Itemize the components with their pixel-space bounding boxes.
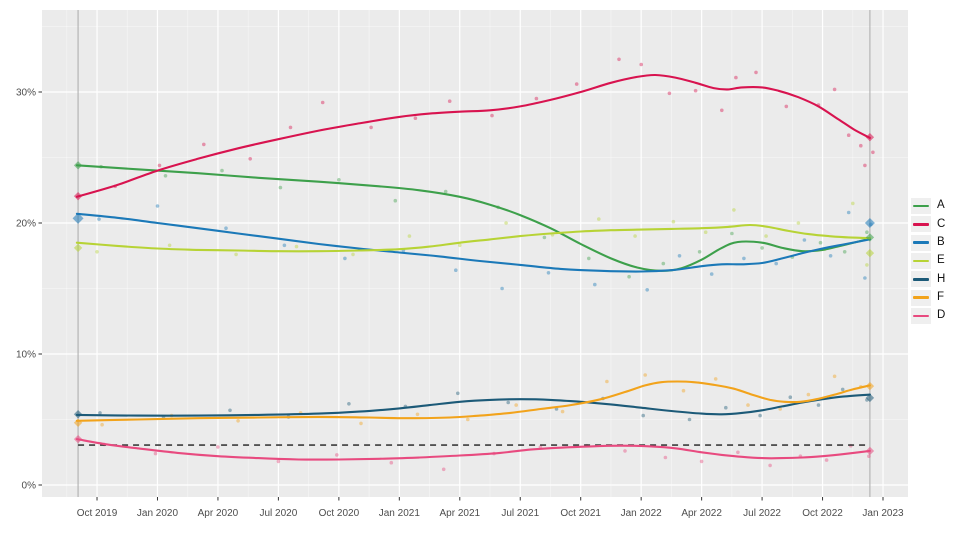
legend-key-swatch bbox=[911, 198, 931, 215]
legend-label: B bbox=[937, 235, 945, 248]
legend-line-icon bbox=[913, 204, 929, 208]
legend-item-A: A bbox=[911, 197, 959, 215]
x-tick-label: Oct 2020 bbox=[319, 508, 360, 519]
series-points-F bbox=[100, 373, 863, 427]
legend-line-icon bbox=[913, 259, 929, 263]
series-points-B bbox=[97, 204, 873, 292]
legend-item-B: B bbox=[911, 234, 959, 252]
legend-key-swatch bbox=[911, 289, 931, 306]
series-line-A bbox=[75, 164, 871, 272]
legend-key-swatch bbox=[911, 253, 931, 270]
x-tick-label: Apr 2020 bbox=[198, 508, 239, 519]
x-tick-label: Oct 2019 bbox=[77, 508, 118, 519]
legend-item-H: H bbox=[911, 270, 959, 288]
legend-key-swatch bbox=[911, 307, 931, 324]
series-line-E bbox=[75, 223, 871, 253]
panel-background bbox=[42, 10, 908, 497]
series-line-C bbox=[75, 73, 871, 198]
grid-minor bbox=[42, 10, 908, 497]
legend-item-F: F bbox=[911, 288, 959, 306]
x-tick-label: Jul 2022 bbox=[743, 508, 781, 519]
legend-line-icon bbox=[913, 241, 929, 245]
legend-item-C: C bbox=[911, 215, 959, 233]
legend-label: A bbox=[937, 199, 945, 212]
y-tick-label: 0% bbox=[22, 481, 37, 492]
y-tick-label: 20% bbox=[16, 219, 36, 230]
legend-key-swatch bbox=[911, 234, 931, 251]
axes: Oct 2019 Jan 2020 Apr 2020 Jul 2020 Oct 2020… bbox=[16, 88, 904, 520]
y-tick-label: 30% bbox=[16, 88, 36, 99]
x-tick-label: Oct 2022 bbox=[802, 508, 843, 519]
legend-label: F bbox=[937, 290, 945, 303]
legend-line-icon bbox=[913, 278, 929, 281]
legend-label: C bbox=[937, 217, 946, 230]
legend-label: H bbox=[937, 272, 946, 285]
x-tick-label: Jan 2020 bbox=[137, 508, 179, 519]
x-tick-label: Jul 2020 bbox=[259, 508, 297, 519]
legend-label: D bbox=[937, 309, 946, 322]
x-tick-label: Jan 2023 bbox=[862, 508, 904, 519]
x-tick-label: Jul 2021 bbox=[501, 508, 539, 519]
legend-line-icon bbox=[913, 314, 929, 318]
legend-key-swatch bbox=[911, 271, 931, 288]
legend-key-swatch bbox=[911, 216, 931, 233]
legend-item-D: D bbox=[911, 307, 959, 325]
series-points-E bbox=[95, 201, 869, 267]
legend-label: E bbox=[937, 254, 945, 267]
y-tick-label: 10% bbox=[16, 350, 36, 361]
x-tick-label: Jan 2021 bbox=[379, 508, 421, 519]
x-tick-label: Apr 2021 bbox=[439, 508, 480, 519]
series-line-H bbox=[75, 393, 871, 417]
x-tick-label: Apr 2022 bbox=[681, 508, 722, 519]
x-tick-label: Oct 2021 bbox=[560, 508, 601, 519]
series-line-D bbox=[75, 438, 871, 461]
series-line-B bbox=[75, 212, 871, 273]
legend-line-icon bbox=[913, 296, 929, 299]
x-tick-label: Jan 2022 bbox=[621, 508, 663, 519]
election-result-markers bbox=[72, 132, 875, 456]
legend-item-E: E bbox=[911, 252, 959, 270]
legend-line-icon bbox=[913, 223, 929, 226]
series-line-F bbox=[75, 380, 871, 422]
